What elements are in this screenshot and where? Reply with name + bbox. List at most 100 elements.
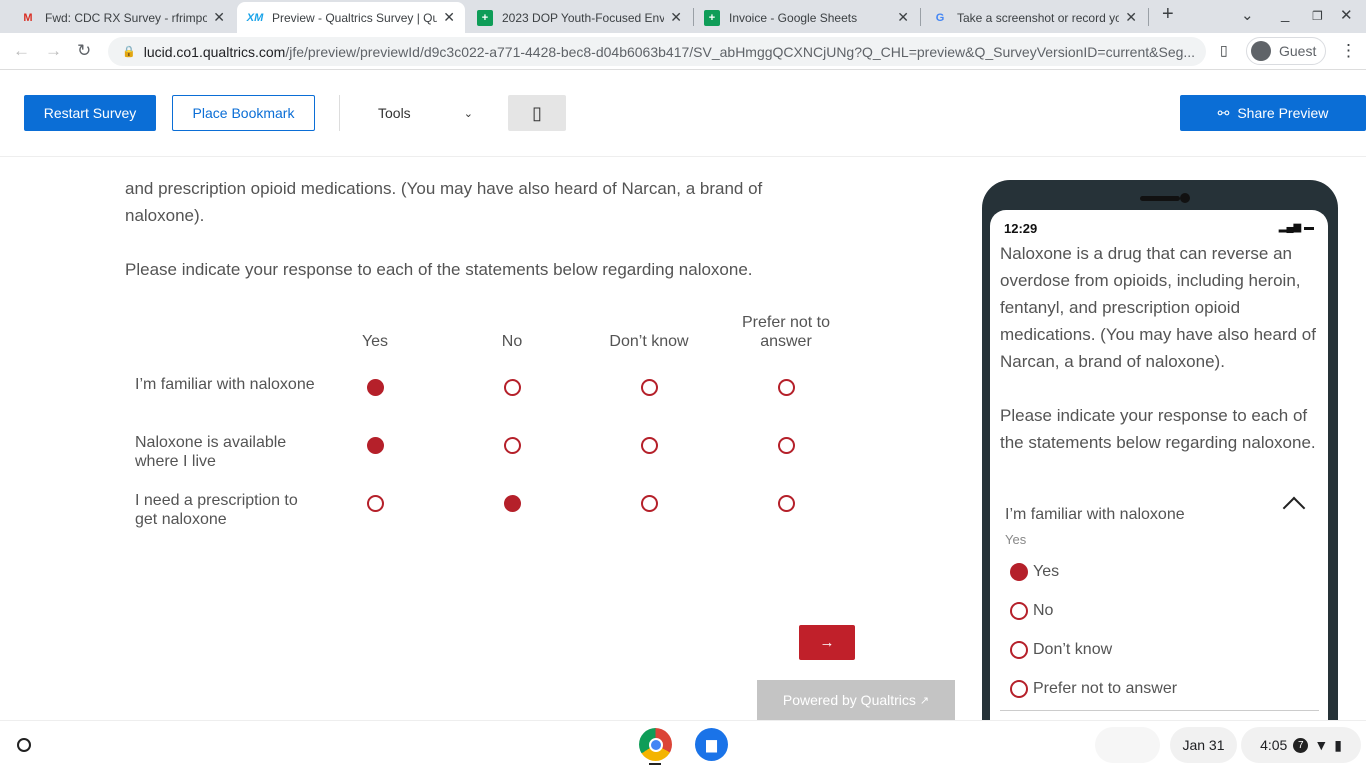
- gmail-icon: M: [23, 11, 33, 24]
- radio-don-t-know[interactable]: [641, 379, 658, 396]
- files-icon[interactable]: ▆: [695, 728, 728, 761]
- tab-label: Take a screenshot or record your screen: [957, 10, 1120, 25]
- mobile-icon: ▯: [532, 102, 542, 123]
- tab-label: 2023 DOP Youth-Focused Environment: [502, 10, 665, 25]
- share-label: Share Preview: [1237, 105, 1329, 121]
- tab-google[interactable]: G Take a screenshot or record your screen…: [922, 2, 1147, 33]
- close-icon[interactable]: ✕: [670, 9, 682, 25]
- external-link-icon: ↗: [919, 694, 930, 707]
- phone-item-answer: Yes: [1005, 532, 1027, 547]
- phone-status-icons: ▂▄▆ ▬: [1278, 222, 1314, 233]
- restart-survey-button[interactable]: Restart Survey: [24, 95, 156, 131]
- radio-yes[interactable]: [367, 379, 384, 396]
- phone-screen: 12:29 ▂▄▆ ▬ Naloxone is a drug that can …: [990, 210, 1328, 750]
- date-button[interactable]: Jan 31: [1170, 727, 1237, 763]
- tab-search-icon[interactable]: ⌄: [1241, 7, 1254, 24]
- taskbar: ▆ Jan 31 4:05 7 ▼ ▮: [0, 720, 1366, 768]
- radio-don-t-know[interactable]: [641, 437, 658, 454]
- question-text-1: and prescription opioid medications. (Yo…: [125, 179, 763, 225]
- sheets-icon: +: [477, 9, 493, 26]
- radio-prefer-not-to-answer[interactable]: [778, 437, 795, 454]
- wifi-icon: ▼: [1314, 737, 1329, 753]
- profile-label: Guest: [1279, 43, 1317, 59]
- chevron-down-icon: ⌄: [463, 107, 473, 120]
- side-panel-icon[interactable]: ▯: [1220, 42, 1228, 58]
- tab-label: Invoice - Google Sheets: [729, 10, 858, 25]
- radio-no[interactable]: [504, 437, 521, 454]
- close-icon[interactable]: ✕: [1125, 9, 1137, 25]
- tab-label: Fwd: CDC RX Survey - rfrimpong: [45, 10, 208, 25]
- phone-item-label[interactable]: I’m familiar with naloxone: [1005, 506, 1185, 523]
- forward-button[interactable]: →: [45, 41, 62, 60]
- url-host: lucid.co1.qualtrics.com: [143, 43, 286, 60]
- minimize-button[interactable]: _: [1281, 6, 1290, 23]
- tools-label: Tools: [378, 105, 411, 121]
- phone-preview: 12:29 ▂▄▆ ▬ Naloxone is a drug that can …: [982, 180, 1338, 750]
- option-label: Yes: [1033, 563, 1060, 580]
- tab-invoice[interactable]: + Invoice - Google Sheets ✕: [694, 2, 919, 33]
- chrome-icon[interactable]: [639, 728, 672, 761]
- tab-qualtrics[interactable]: XM Preview - Qualtrics Survey | Qualtrics…: [237, 2, 465, 33]
- tools-dropdown[interactable]: Tools ⌄: [360, 95, 485, 131]
- powered-label: Powered by Qualtrics: [782, 692, 916, 708]
- radio-prefer-not-to-answer[interactable]: [778, 495, 795, 512]
- profile-button[interactable]: Guest: [1246, 37, 1326, 65]
- radio-prefer-not-to-answer[interactable]: [778, 379, 795, 396]
- address-bar-row: ← → ↻ 🔒 lucid.co1.qualtrics.com/jfe/previ…: [0, 33, 1366, 70]
- question-text-2: Please indicate your response to each of…: [125, 260, 753, 279]
- radio-don-t-know[interactable]: [641, 495, 658, 512]
- radio-yes[interactable]: [367, 495, 384, 512]
- column-header: Yes: [361, 333, 389, 350]
- radio-yes[interactable]: [367, 437, 384, 454]
- column-header: No: [501, 333, 523, 350]
- sheets-icon: +: [704, 9, 720, 26]
- chevron-up-icon[interactable]: [1282, 496, 1306, 520]
- column-header: Prefer not to answer: [741, 314, 831, 350]
- column-header: Don’t know: [609, 333, 689, 350]
- mobile-view-button[interactable]: ▯: [508, 95, 566, 131]
- row-label: Naloxone is available where I live: [135, 434, 287, 470]
- tab-gmail[interactable]: M Fwd: CDC RX Survey - rfrimpong ✕: [10, 2, 235, 33]
- close-icon[interactable]: ✕: [213, 9, 225, 25]
- radio-no[interactable]: [504, 495, 521, 512]
- close-window-button[interactable]: ✕: [1340, 7, 1353, 24]
- preview-toolbar: Restart Survey Place Bookmark Tools ⌄ ▯ ⚯…: [0, 71, 1366, 157]
- back-button[interactable]: ←: [13, 41, 30, 60]
- radio-button: [1010, 641, 1028, 659]
- tab-strip: M Fwd: CDC RX Survey - rfrimpong ✕ XM Previ…: [0, 0, 1366, 33]
- new-tab-button[interactable]: +: [1162, 3, 1174, 25]
- place-bookmark-button[interactable]: Place Bookmark: [172, 95, 315, 131]
- phone-option[interactable]: Don’t know: [1010, 641, 1112, 659]
- radio-no[interactable]: [504, 379, 521, 396]
- phone-option[interactable]: Prefer not to answer: [1010, 680, 1177, 698]
- powered-by-qualtrics-link[interactable]: Powered by Qualtrics ↗: [757, 680, 955, 720]
- launcher-button[interactable]: [17, 738, 31, 752]
- clock: 4:05: [1260, 737, 1288, 753]
- next-button[interactable]: →: [799, 625, 855, 660]
- phone-option[interactable]: No: [1010, 602, 1053, 620]
- maximize-button[interactable]: ❐: [1312, 9, 1323, 23]
- tab-label: Preview - Qualtrics Survey | Qualtrics: [272, 10, 438, 25]
- reload-button[interactable]: ↻: [77, 41, 92, 60]
- radio-button: [1010, 680, 1028, 698]
- question-text: and prescription opioid medications. (Yo…: [125, 175, 825, 283]
- row-label: I’m familiar with naloxone: [135, 376, 315, 393]
- close-icon[interactable]: ✕: [897, 9, 909, 25]
- phone-option[interactable]: Yes: [1010, 563, 1059, 581]
- lock-icon: 🔒: [122, 46, 136, 58]
- tab-dop[interactable]: +2023 DOP Youth-Focused Environment ✕: [467, 2, 692, 33]
- option-label: Don’t know: [1033, 641, 1113, 658]
- url-input[interactable]: 🔒 lucid.co1.qualtrics.com/jfe/preview/pre…: [108, 37, 1206, 66]
- close-icon[interactable]: ✕: [443, 9, 455, 25]
- option-label: Prefer not to answer: [1033, 680, 1178, 697]
- notification-badge: 7: [1293, 737, 1309, 753]
- battery-icon: ▮: [1334, 736, 1342, 753]
- xm-icon: XM: [246, 11, 264, 24]
- holding-space-thumbnails[interactable]: [1095, 727, 1160, 763]
- status-area[interactable]: 4:05 7 ▼ ▮: [1241, 727, 1361, 763]
- share-preview-button[interactable]: ⚯ Share Preview: [1180, 95, 1366, 131]
- menu-icon[interactable]: ⋮: [1340, 41, 1357, 60]
- radio-button: [1010, 602, 1028, 620]
- url-path: /jfe/preview/previewId/d9c3c022-a771-442…: [285, 43, 1196, 60]
- phone-text-2: Please indicate your response to each of…: [1000, 406, 1316, 452]
